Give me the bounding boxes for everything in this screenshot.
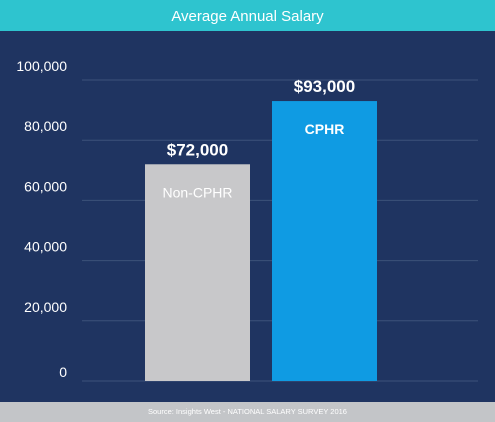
- y-tick-label: 60,000: [24, 178, 67, 194]
- source-note: Source: Insights West - NATIONAL SALARY …: [0, 402, 495, 422]
- bar-category-label: Non-CPHR: [162, 184, 232, 200]
- y-tick-label: 40,000: [24, 239, 67, 255]
- y-tick-label: 100,000: [16, 58, 67, 74]
- chart-title: Average Annual Salary: [0, 0, 495, 31]
- y-tick-label: 20,000: [24, 299, 67, 315]
- y-tick-label: 0: [59, 364, 67, 380]
- bar-value-label: $93,000: [294, 77, 355, 96]
- y-tick-label: 80,000: [24, 118, 67, 134]
- bar-category-label: CPHR: [305, 121, 345, 137]
- bar-non-cphr: [145, 164, 250, 381]
- bar-value-label: $72,000: [167, 140, 228, 159]
- bar-cphr: [272, 101, 377, 381]
- bar-chart: 0 20,000 40,000 60,000 80,000 100,000 $72,000 N…: [16, 58, 478, 382]
